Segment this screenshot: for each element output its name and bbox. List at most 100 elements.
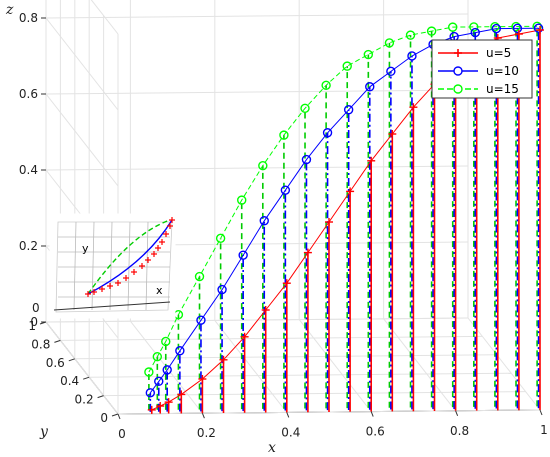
legend-label: u=15	[486, 82, 519, 96]
grid-line	[45, 317, 469, 323]
marker	[301, 154, 312, 165]
marker	[365, 82, 375, 92]
grid-line	[45, 89, 469, 95]
marker	[196, 315, 206, 325]
marker	[491, 23, 502, 34]
y-tick-label: 0.2	[75, 393, 94, 407]
inset-grid	[109, 221, 113, 311]
legend-label: u=10	[486, 64, 519, 78]
grid-line	[89, 372, 512, 378]
marker	[161, 336, 171, 347]
y-tick-mark	[111, 413, 119, 417]
marker	[426, 26, 437, 36]
grid-line	[298, 319, 372, 412]
marker	[321, 80, 331, 91]
marker	[215, 233, 226, 244]
marker	[238, 250, 248, 260]
x-tick-mark	[286, 412, 290, 418]
marker	[175, 346, 185, 356]
marker	[300, 103, 310, 114]
z-tick-label: 0.6	[19, 87, 38, 101]
y-tick-mark	[54, 339, 61, 343]
x-tick-mark	[539, 409, 543, 416]
x-tick-label: 0.8	[450, 424, 469, 438]
grid-line	[45, 93, 119, 187]
y-tick-label: 0	[100, 411, 108, 425]
x-tick-mark	[370, 411, 374, 417]
x-tick-mark	[201, 413, 205, 419]
z-tick-label: 0	[30, 315, 38, 329]
x-tick-label: 0	[118, 427, 126, 441]
marker	[407, 51, 417, 61]
marker	[258, 161, 268, 171]
grid-line	[90, 0, 119, 35]
grid	[45, 0, 541, 415]
grid-line	[467, 317, 541, 411]
tick-labels: 0 0.2 0.4 0.6 0.8 100.20.40.60.8100.20.40.60.…	[19, 11, 548, 441]
y-tick-label: 0.6	[46, 356, 65, 370]
marker	[490, 22, 500, 32]
inset-grid	[91, 221, 95, 311]
y-axis-label: y	[39, 424, 49, 440]
z-tick-label: 0.8	[19, 11, 38, 25]
x-tick-label: 0.4	[281, 425, 300, 439]
y-tick-label: 0.4	[60, 374, 79, 388]
marker	[145, 388, 156, 398]
marker	[217, 284, 227, 295]
marker	[279, 130, 289, 140]
marker	[343, 105, 354, 115]
legend-marker	[453, 66, 463, 76]
marker	[384, 38, 395, 48]
marker	[162, 365, 172, 375]
inset-plot: y x 0	[32, 213, 176, 319]
series-line	[148, 25, 538, 373]
marker	[152, 352, 163, 362]
x-tick-mark	[117, 413, 121, 420]
legend: u=5 u=10 u=15	[431, 39, 533, 99]
marker	[154, 376, 164, 387]
grid-line	[383, 318, 456, 412]
marker	[342, 61, 352, 71]
y-tick-mark	[83, 376, 90, 380]
marker	[237, 195, 247, 205]
inset-background	[49, 213, 176, 319]
marker	[363, 49, 374, 60]
marker	[194, 271, 205, 282]
inset-grid	[127, 221, 131, 311]
grid-line	[45, 17, 119, 111]
inset-label: 0	[32, 301, 40, 315]
marker	[533, 23, 544, 33]
inset-curve	[87, 219, 173, 295]
legend-marker	[453, 84, 463, 94]
marker	[511, 21, 521, 32]
x-tick-label: 1	[540, 423, 548, 437]
x-tick-mark	[455, 410, 459, 416]
marker	[386, 66, 396, 77]
grid-line	[45, 165, 469, 171]
x-axis-label: x	[268, 440, 276, 456]
inset-grid	[145, 221, 149, 311]
grid-line	[60, 335, 483, 341]
marker	[448, 22, 458, 32]
inset-axis	[53, 301, 171, 311]
z-tick-label: 0.2	[19, 239, 38, 253]
y-tick-label: 0.8	[31, 337, 50, 351]
z-tick-label: 0.4	[19, 163, 38, 177]
x-tick-label: 0.6	[366, 425, 385, 439]
markers	[144, 21, 544, 414]
z-axis-label: z	[5, 2, 14, 18]
x-tick-label: 0.2	[197, 426, 216, 440]
y-tick-mark	[68, 358, 75, 362]
marker	[469, 22, 479, 32]
y-tick-mark	[97, 395, 104, 399]
inset-box	[55, 221, 173, 313]
grid-line	[45, 321, 119, 415]
marker	[405, 30, 416, 40]
grid-line	[45, 13, 469, 19]
marker	[512, 23, 523, 34]
y-tick-label: 1	[28, 319, 36, 333]
legend-label: u=5	[486, 46, 511, 60]
inset-label: y	[82, 242, 89, 255]
marker	[322, 128, 333, 138]
